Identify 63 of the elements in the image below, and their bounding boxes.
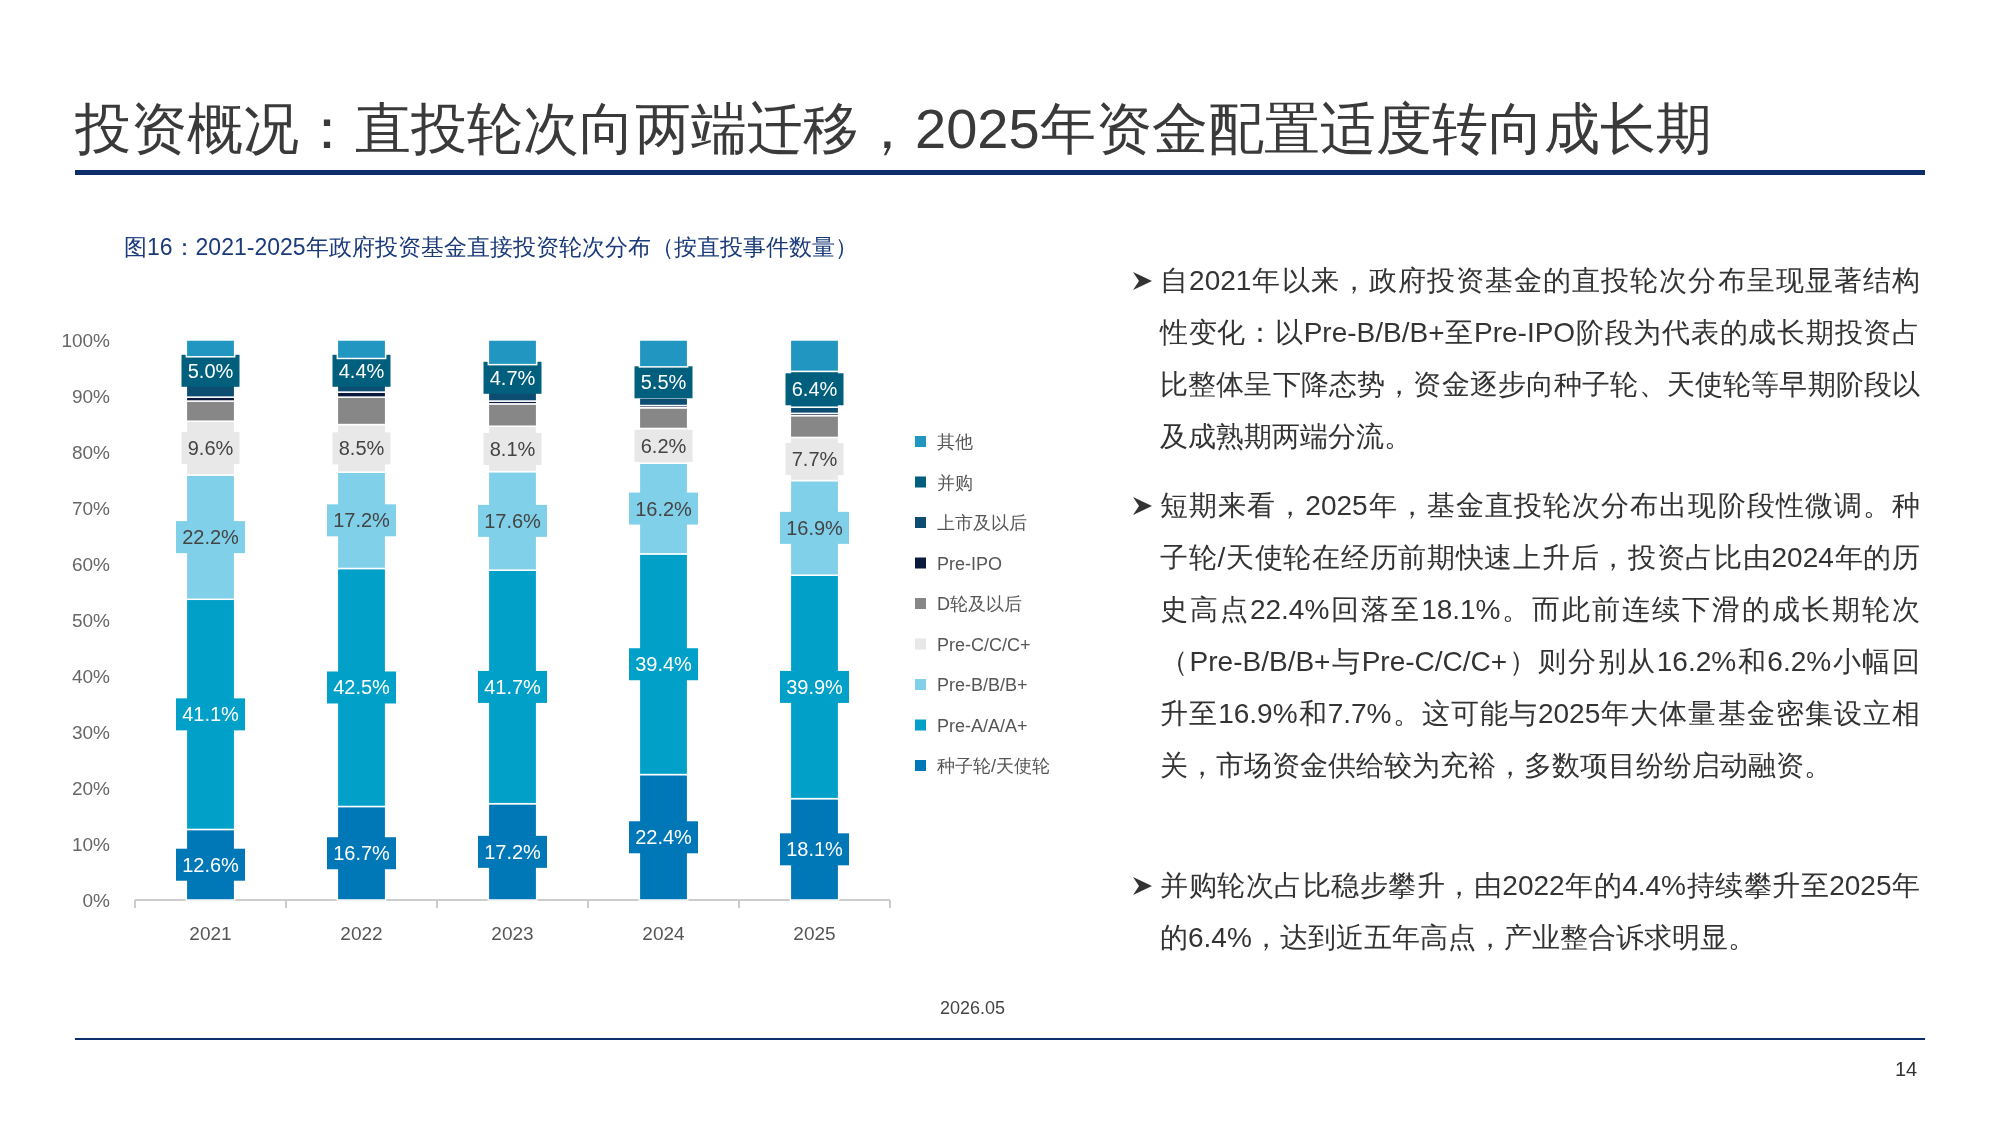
bar <box>487 339 538 366</box>
y-tick-label: 80% <box>71 442 111 463</box>
y-tick-label: 50% <box>71 610 111 631</box>
legend-label: Pre-IPO <box>937 553 1003 574</box>
data-label: 4.7% <box>489 366 536 389</box>
legend-label: Pre-B/B/B+ <box>937 675 1028 695</box>
bar <box>185 339 236 358</box>
data-label: 16.2% <box>635 497 693 520</box>
chart-title: 投资概况：直投轮次向两端迁移，2025年资金配置适度转向成长期 <box>75 96 1712 162</box>
data-label: 39.4% <box>635 653 693 676</box>
data-label: 41.1% <box>182 703 240 726</box>
data-label: 12.6% <box>182 853 240 876</box>
legend-label: Pre-C/C/C+ <box>937 634 1031 655</box>
legend-item: Pre-B/B/B+ <box>915 675 1028 695</box>
legend-item: Pre-IPO <box>915 553 1002 574</box>
x-tick-label: 2022 <box>340 923 383 944</box>
data-label: 18.1% <box>786 838 844 861</box>
y-tick-label: 90% <box>71 386 111 407</box>
data-label: 17.2% <box>333 509 391 532</box>
legend-label: 上市及以后 <box>937 513 1027 533</box>
y-tick-label: 10% <box>71 834 111 855</box>
x-tick-label: 2023 <box>491 923 534 944</box>
bar <box>336 339 387 360</box>
data-label: 16.7% <box>333 842 391 865</box>
y-tick-label: 40% <box>71 666 111 687</box>
data-label: 16.9% <box>786 516 844 539</box>
x-tick-label: 2021 <box>189 923 232 944</box>
legend-item: D轮及以后 <box>915 594 1022 614</box>
legend-item: 上市及以后 <box>915 513 1027 533</box>
legend-label: 种子轮/天使轮 <box>937 756 1051 776</box>
legend-item: 并购 <box>915 472 973 493</box>
legend-item: Pre-A/A/A+ <box>915 715 1028 736</box>
data-label: 39.9% <box>786 675 844 698</box>
x-tick-label: 2024 <box>642 923 686 944</box>
data-label: 42.5% <box>333 676 391 699</box>
legend-item: 其他 <box>915 432 973 452</box>
y-tick-label: 20% <box>71 778 111 799</box>
data-label: 17.2% <box>484 840 542 863</box>
x-tick-label: 2025 <box>793 923 836 944</box>
data-label: 22.4% <box>635 826 693 849</box>
legend-item: Pre-C/C/C+ <box>915 634 1031 655</box>
legend-label: 其他 <box>937 432 973 452</box>
legend-label: Pre-A/A/A+ <box>937 715 1028 736</box>
y-tick-label: 100% <box>61 330 111 351</box>
text: 2026.05 <box>940 998 1006 1019</box>
legend-label: D轮及以后 <box>937 594 1022 614</box>
legend-label: 并购 <box>937 472 973 493</box>
text: 并购轮次占比稳步攀升，由2022年的4.4%持续攀升至2025年的6.4%，达到近五年高点，产业整合诉求明显。 <box>1160 869 1920 955</box>
legend-item: 种子轮/天使轮 <box>915 756 1050 776</box>
y-tick-label: 0% <box>82 890 111 911</box>
y-tick-label: 30% <box>71 722 111 743</box>
y-tick-label: 70% <box>71 498 111 519</box>
data-label: 41.7% <box>484 675 542 698</box>
text: 短期来看，2025年，基金直投轮次分布出现阶段性微调。种子轮/天使轮在经历前期快速上升后，投资占比由2024年的历史高点22.4%回落至18.1%。而此前连续下滑的成长期轮次（Pre-B/B/B+与Pre-C/C/C+）则分别从16.2%和6.2%小幅回升至16.9%和7.7%。这可能与2025年大体量基金密集设立相关，市场资金供给较为充裕，多数项目纷纷启动融资。 <box>1160 489 1920 783</box>
text: 自2021年以来，政府投资基金的直投轮次分布呈现显著结构性变化：以Pre-B/B/B+至Pre-IPO阶段为代表的成长期投资占比整体呈下降态势，资金逐步向种子轮、天使轮等早期阶段以及成熟期两端分流。 <box>1160 264 1920 454</box>
text: 14 <box>1895 1058 1918 1081</box>
y-tick-label: 60% <box>71 554 111 575</box>
data-label: 5.0% <box>187 359 234 382</box>
data-label: 17.6% <box>484 509 542 532</box>
bar <box>638 339 689 368</box>
data-label: 4.4% <box>338 359 385 382</box>
data-label: 22.2% <box>182 526 240 549</box>
chart-subtitle: 图16：2021-2025年政府投资基金直接投资轮次分布（按直投事件数量） <box>124 233 858 262</box>
